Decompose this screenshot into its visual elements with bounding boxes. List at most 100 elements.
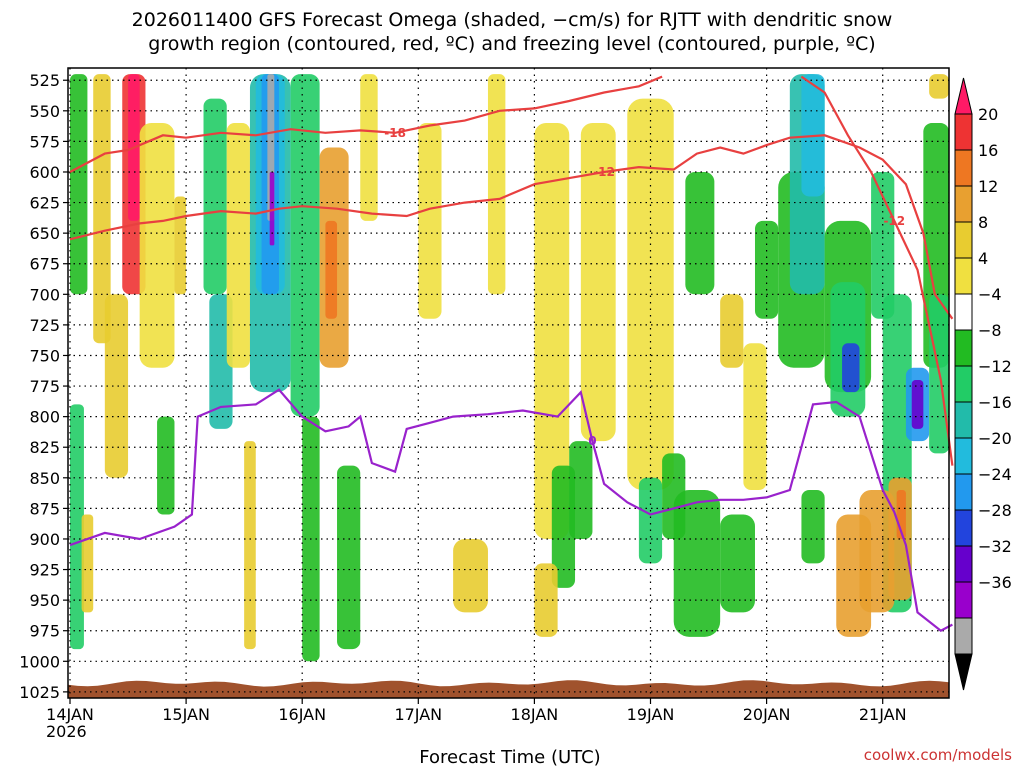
contour-line — [800, 75, 954, 466]
y-tick-label: 675 — [29, 255, 60, 274]
colorbar-swatch — [954, 437, 973, 475]
y-tick-label: 875 — [29, 499, 60, 518]
omega-shade-cell — [337, 465, 361, 650]
x-tick-label: 17JAN — [394, 705, 442, 724]
omega-shade-cell — [627, 98, 674, 491]
colorbar-swatch — [954, 581, 973, 619]
colorbar-swatch — [954, 185, 973, 223]
omega-shade-cell — [244, 441, 256, 650]
x-tick-label: 15JAN — [162, 705, 210, 724]
contour-lines: -12 -18 -12 0 — [69, 75, 954, 633]
omega-shade-cell — [487, 74, 506, 295]
y-tick-label: 825 — [29, 438, 60, 457]
y-tick-label: 925 — [29, 561, 60, 580]
colorbar: 20 16 12 8 4 −4 −8 −12 −16 −20 −24 −28 −32 −36 — [954, 77, 1012, 691]
colorbar-swatch — [954, 221, 973, 259]
colorbar-swatch — [954, 401, 973, 439]
y-tick-label: 1025 — [19, 683, 60, 702]
omega-shade-cell — [360, 74, 378, 221]
colorbar-swatch — [954, 653, 973, 691]
colorbar-label: 20 — [978, 105, 998, 124]
x-tick-label: 18JAN — [511, 705, 559, 724]
contour-label: 0 — [588, 434, 596, 448]
contour-line — [69, 75, 663, 173]
omega-shade-cell — [534, 123, 570, 539]
omega-shade-cell — [70, 74, 88, 295]
omega-shade-cell — [453, 538, 488, 613]
colorbar-label: 8 — [978, 213, 988, 232]
colorbar-swatch — [954, 329, 973, 367]
x-axis-label: Forecast Time (UTC) — [419, 747, 600, 768]
y-tick-label: 600 — [29, 163, 60, 182]
omega-shade-cell — [929, 74, 949, 99]
x-axis-year: 2026 — [46, 722, 87, 741]
omega-shade-cell — [139, 123, 175, 368]
contour-label: -12 — [593, 165, 615, 179]
omega-shade-cell — [290, 74, 320, 417]
chart-subtitle: growth region (contoured, red, ºC) and f… — [148, 33, 875, 55]
omega-shade-cell — [174, 196, 187, 295]
y-tick-label: 525 — [29, 71, 60, 90]
omega-shade-cell — [157, 416, 175, 515]
terrain-band — [68, 680, 949, 698]
y-tick-label: 750 — [29, 346, 60, 365]
y-tick-label: 550 — [29, 102, 60, 121]
colorbar-label: −36 — [978, 573, 1012, 592]
plot-frame — [67, 67, 950, 699]
omega-shade-cell — [203, 98, 227, 295]
colorbar-label: −16 — [978, 393, 1012, 412]
omega-shade-cell — [269, 171, 275, 246]
credit-text: coolwx.com/models — [864, 746, 1012, 764]
colorbar-label: 16 — [978, 141, 998, 160]
omega-shading — [70, 74, 949, 662]
omega-shade-cell — [673, 490, 721, 637]
colorbar-swatch — [954, 509, 973, 547]
omega-shade-cell — [859, 490, 895, 613]
omega-shade-cell — [226, 123, 250, 368]
x-tick-label: 19JAN — [627, 705, 675, 724]
contour-label: -18 — [384, 126, 406, 140]
colorbar-swatch — [954, 77, 973, 115]
colorbar-swatch — [954, 365, 973, 403]
omega-shade-cell — [104, 294, 129, 478]
y-tick-label: 900 — [29, 530, 60, 549]
omega-shade-cell — [720, 514, 755, 613]
colorbar-label: 12 — [978, 177, 998, 196]
colorbar-swatch — [954, 473, 973, 511]
y-axis-ticks: 525 550 575 600 625 650 675 700 725 750 775 800 825 8… — [19, 71, 68, 702]
colorbar-label: −32 — [978, 537, 1012, 556]
omega-shade-cell — [569, 441, 593, 539]
colorbar-swatch — [954, 545, 973, 583]
y-tick-label: 625 — [29, 194, 60, 213]
omega-shade-cell — [81, 514, 94, 613]
y-tick-label: 650 — [29, 224, 60, 243]
omega-shade-cell — [638, 477, 663, 564]
colorbar-swatch — [954, 149, 973, 187]
y-tick-label: 575 — [29, 132, 60, 151]
colorbar-swatch — [954, 113, 973, 151]
x-tick-label: 21JAN — [859, 705, 907, 724]
colorbar-label: −28 — [978, 501, 1012, 520]
colorbar-label: −12 — [978, 357, 1012, 376]
x-axis-ticks: 14JAN 15JAN 16JAN 17JAN 18JAN 19JAN 20JAN 21JAN — [46, 698, 907, 724]
omega-shade-cell — [325, 220, 338, 319]
y-tick-label: 775 — [29, 377, 60, 396]
omega-shade-cell — [580, 123, 616, 442]
omega-shade-cell — [911, 379, 924, 429]
colorbar-label: 4 — [978, 249, 988, 268]
contour-label: -12 — [883, 214, 905, 228]
x-tick-label: 16JAN — [278, 705, 326, 724]
x-tick-label: 20JAN — [743, 705, 791, 724]
y-tick-label: 850 — [29, 469, 60, 488]
colorbar-swatch — [954, 257, 973, 295]
omega-shade-cell — [93, 74, 111, 344]
omega-shade-cell — [743, 343, 767, 491]
y-tick-label: 950 — [29, 591, 60, 610]
colorbar-swatch — [954, 617, 973, 655]
colorbar-label: −4 — [978, 285, 1002, 304]
colorbar-label: −20 — [978, 429, 1012, 448]
omega-shade-cell — [70, 404, 84, 650]
colorbar-label: −8 — [978, 321, 1002, 340]
x-tick-label: 14JAN — [46, 705, 94, 724]
